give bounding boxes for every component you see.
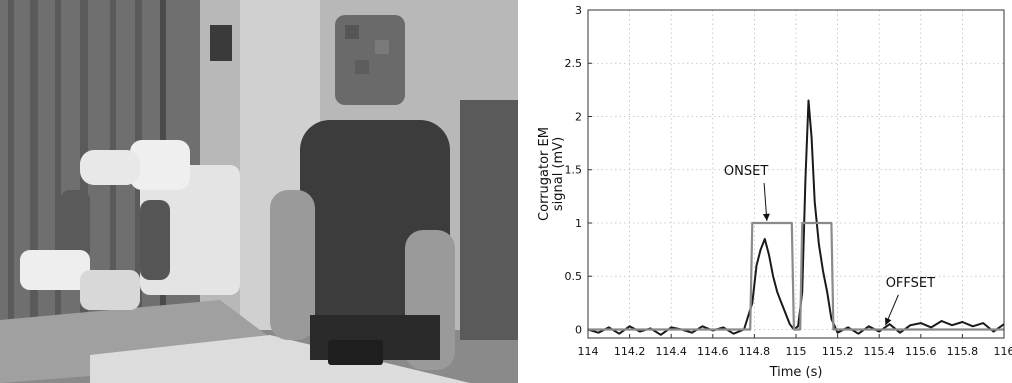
y-tick-label: 1.5	[565, 164, 583, 177]
annotations: ONSET OFFSET	[724, 164, 935, 326]
photo-panel	[0, 0, 518, 383]
x-tick-label: 114.4	[655, 345, 687, 358]
x-tick-label: 115.2	[822, 345, 854, 358]
x-tick-label: 114.8	[739, 345, 771, 358]
y-tick-label: 1	[575, 217, 582, 230]
x-tick-label: 115.6	[905, 345, 937, 358]
x-tick-label: 114.2	[614, 345, 646, 358]
x-tick-label: 115.8	[947, 345, 979, 358]
x-tick-label: 114.6	[697, 345, 729, 358]
x-tick-label: 114	[578, 345, 599, 358]
y-tick-label: 2.5	[565, 57, 583, 70]
axis-ticks: 114 114.2 114.4 114.6 114.8 115 115.2 115.4 115.…	[565, 4, 1012, 358]
y-axis-label-line-1: Corrugator EM	[537, 127, 552, 221]
y-tick-label: 0	[575, 323, 582, 336]
x-tick-label: 115.4	[863, 345, 895, 358]
annotation-offset-label: OFFSET	[886, 276, 935, 291]
y-tick-label: 0.5	[565, 270, 583, 283]
plot-frame	[587, 9, 1005, 339]
grid	[587, 9, 1005, 338]
x-axis-label: Time (s)	[769, 365, 823, 380]
y-tick-label: 2	[575, 110, 582, 123]
y-tick-label: 3	[575, 4, 582, 17]
series-group	[587, 99, 1005, 336]
onset-offset-step-line	[588, 221, 1004, 331]
annotation-onset-label: ONSET	[724, 164, 768, 179]
y-axis-label-line-2: signal (mV)	[551, 137, 566, 211]
annotation-offset-arrowhead	[885, 317, 892, 326]
annotation-onset-arrowhead	[762, 213, 770, 221]
x-tick-label: 115	[786, 345, 807, 358]
x-tick-label: 116	[994, 345, 1012, 358]
